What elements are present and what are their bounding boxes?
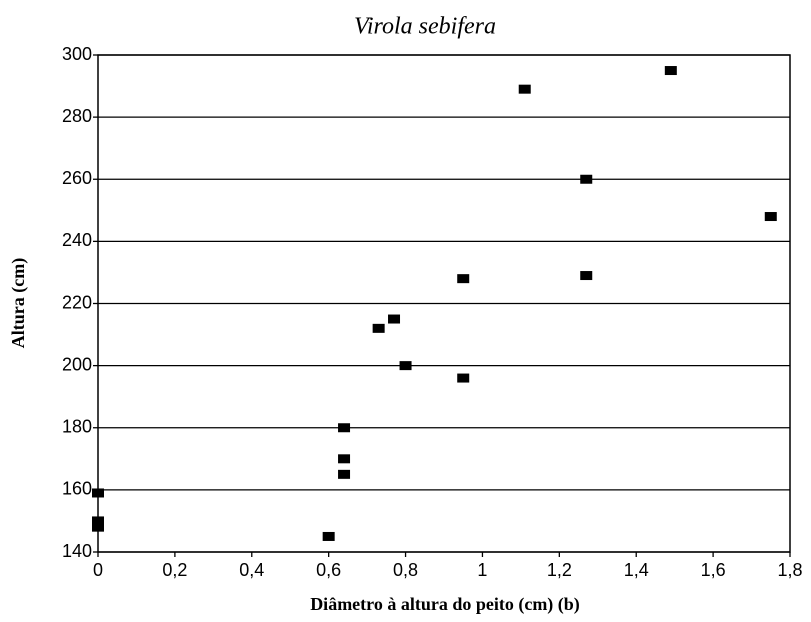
y-axis-label: Altura (cm) [8, 258, 29, 348]
x-tick-label: 1,6 [701, 560, 726, 580]
marker [518, 84, 531, 94]
y-tick-label: 220 [62, 292, 92, 312]
marker [322, 531, 335, 541]
y-tick-label: 240 [62, 230, 92, 250]
y-tick-label: 300 [62, 44, 92, 64]
marker [388, 314, 401, 324]
marker [580, 271, 593, 281]
y-tick-label: 200 [62, 354, 92, 374]
x-tick-label: 1,8 [777, 560, 802, 580]
x-axis-label: Diâmetro à altura do peito (cm) (b) [310, 594, 580, 615]
marker [92, 522, 104, 532]
marker [372, 323, 385, 333]
x-tick-label: 0 [93, 560, 103, 580]
marker [338, 454, 351, 464]
marker [580, 174, 593, 184]
marker [92, 516, 104, 526]
y-tick-label: 260 [62, 168, 92, 188]
x-tick-label: 0,6 [316, 560, 341, 580]
x-tick-label: 1,2 [547, 560, 572, 580]
x-tick-label: 1,4 [624, 560, 649, 580]
x-tick-label: 1 [477, 560, 487, 580]
marker [92, 488, 104, 498]
marker [664, 66, 677, 76]
x-tick-label: 0,2 [162, 560, 187, 580]
marker [457, 373, 470, 383]
y-tick-label: 160 [62, 479, 92, 499]
marker [764, 212, 777, 222]
y-tick-label: 180 [62, 417, 92, 437]
chart-title: Virola sebifera [354, 14, 496, 40]
y-tick-label: 140 [62, 541, 92, 561]
x-tick-label: 0,4 [239, 560, 264, 580]
marker [338, 423, 351, 433]
x-tick-label: 0,8 [393, 560, 418, 580]
marker [399, 361, 412, 371]
marker [457, 274, 470, 284]
marker [338, 469, 351, 479]
y-tick-label: 280 [62, 106, 92, 126]
